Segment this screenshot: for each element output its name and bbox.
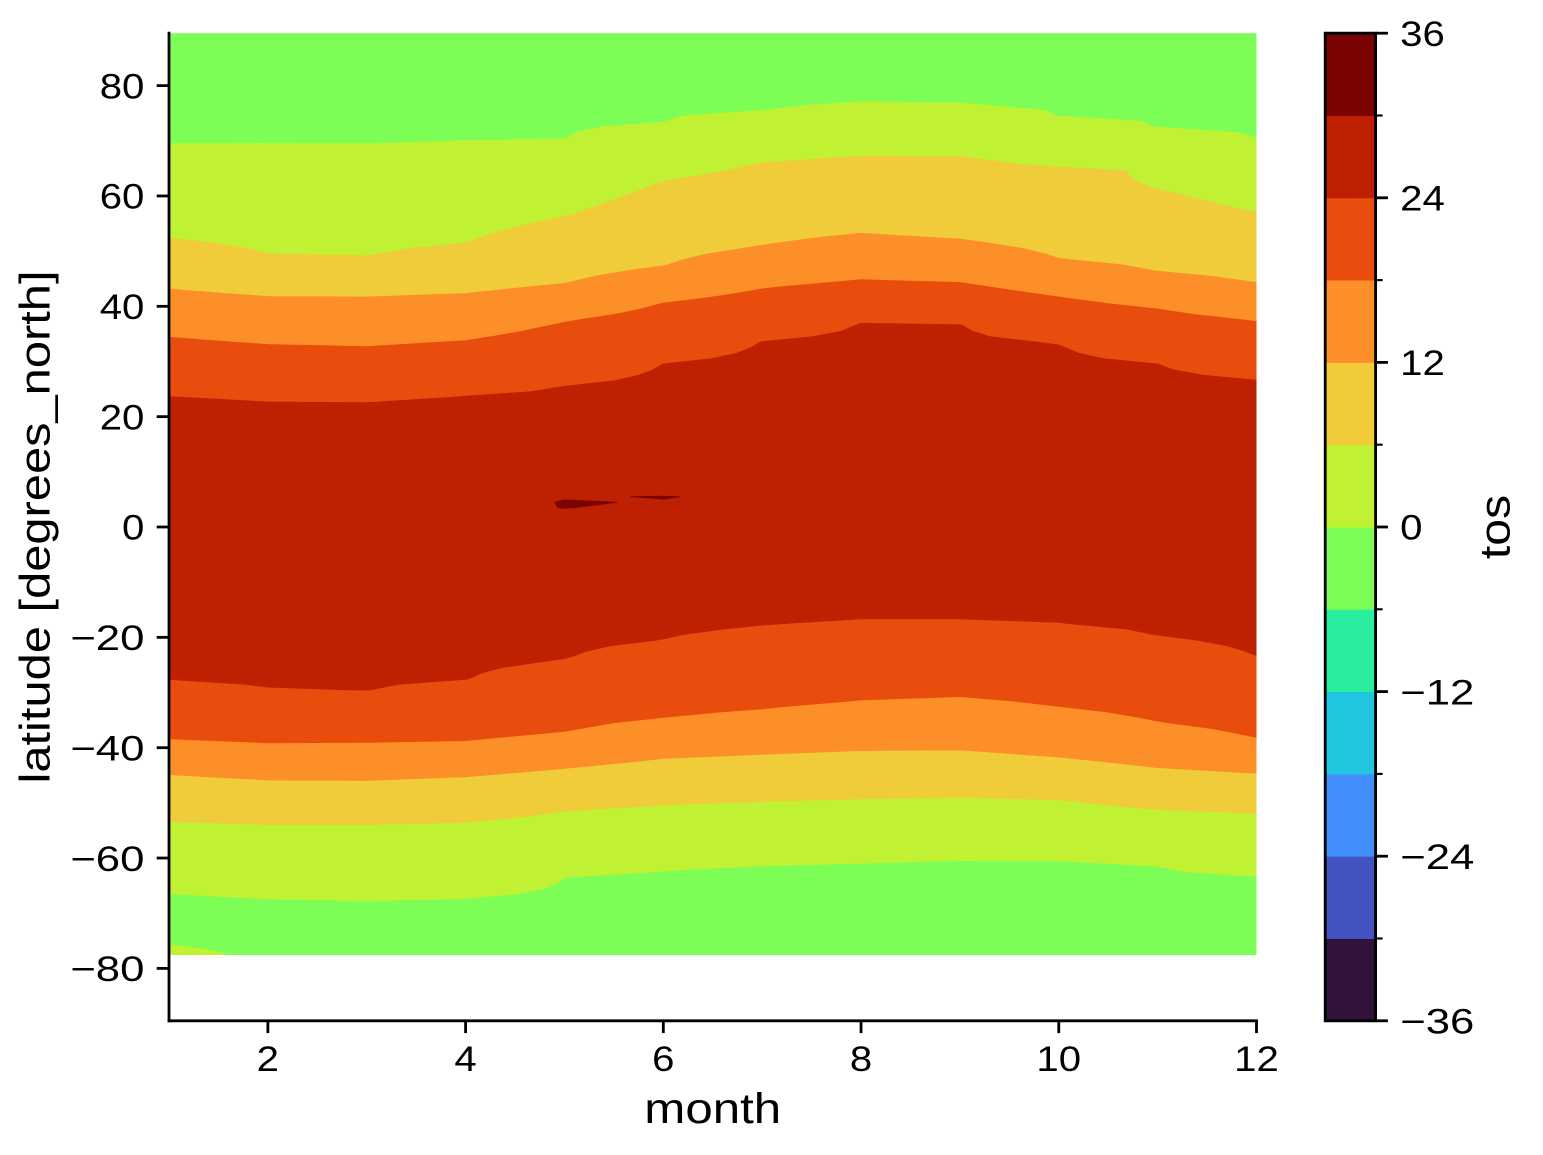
svg-text:−20: −20 [70, 619, 144, 658]
svg-text:−40: −40 [70, 729, 144, 768]
svg-text:−36: −36 [1400, 1003, 1474, 1042]
svg-text:40: 40 [100, 288, 145, 327]
svg-text:−12: −12 [1400, 673, 1474, 712]
svg-text:80: 80 [100, 67, 145, 106]
svg-text:−60: −60 [70, 840, 144, 879]
svg-text:0: 0 [1400, 509, 1422, 548]
svg-text:2: 2 [257, 1040, 279, 1079]
svg-text:4: 4 [454, 1040, 476, 1079]
svg-text:60: 60 [100, 178, 145, 217]
svg-text:12: 12 [1234, 1040, 1279, 1079]
svg-text:latitude [degrees_north]: latitude [degrees_north] [12, 270, 59, 783]
svg-text:tos: tos [1472, 495, 1519, 559]
svg-text:month: month [644, 1085, 781, 1132]
svg-text:8: 8 [850, 1040, 872, 1079]
svg-text:36: 36 [1400, 15, 1445, 54]
svg-text:10: 10 [1036, 1040, 1081, 1079]
svg-text:−80: −80 [70, 950, 144, 989]
svg-text:−24: −24 [1400, 838, 1474, 877]
svg-text:20: 20 [100, 398, 145, 437]
svg-text:0: 0 [122, 509, 144, 548]
svg-text:6: 6 [652, 1040, 674, 1079]
svg-text:12: 12 [1400, 344, 1445, 383]
svg-text:24: 24 [1400, 180, 1445, 219]
